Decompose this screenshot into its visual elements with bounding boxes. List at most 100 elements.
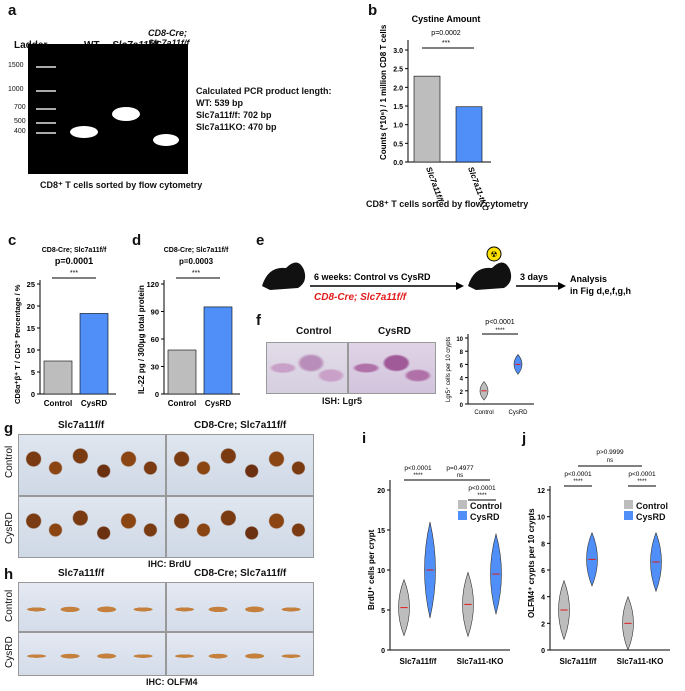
legend-label: CysRD <box>636 512 666 522</box>
y-tick-label: 1.0 <box>393 123 403 130</box>
ladder-size: 400 <box>14 128 26 135</box>
bar-slc7a11-tko <box>455 106 483 163</box>
y-ticks: 0 2 4 6 8 10 12 <box>537 488 550 655</box>
f-col-cysrd: CysRD <box>378 326 411 337</box>
y-tick-label: 1.5 <box>393 104 403 111</box>
y-tick-label: 10 <box>537 515 545 522</box>
ko-band <box>153 134 179 146</box>
chart-d: CD8-Cre; Slc7a11f/f p=0.0003 *** IL-22 p… <box>137 247 240 408</box>
ladder-band <box>36 108 56 110</box>
g-col-flox: Slc7a11f/f <box>58 420 105 431</box>
chart-d-title: CD8-Cre; Slc7a11f/f <box>164 247 229 254</box>
chart-c-stars: *** <box>70 270 78 277</box>
y-tick-label: 6 <box>460 363 464 369</box>
bar-cysrd <box>79 313 109 395</box>
legend-swatch-control <box>624 500 633 509</box>
y-tick-label: 15 <box>377 528 385 535</box>
panel-a-caption: CD8⁺ T cells sorted by flow cytometry <box>40 180 203 190</box>
gel-bands <box>36 66 179 146</box>
y-ticks: 0.0 0.5 1.0 1.5 2.0 2.5 3.0 <box>393 48 408 167</box>
y-tick-label: 4 <box>541 595 545 602</box>
ladder-size: 1500 <box>8 62 24 69</box>
y-tick-label: 2 <box>460 390 464 396</box>
lane-label-cre-2: Slc7a11f/f <box>148 38 190 48</box>
g-row-control: Control <box>4 445 15 478</box>
y-tick-label: 4 <box>460 377 464 383</box>
step1-label: 6 weeks: Control vs CysRD <box>314 272 431 282</box>
j-comp-p: p<0.0001 <box>564 471 592 478</box>
ish-cysrd-image <box>348 342 436 394</box>
legend-label: CysRD <box>470 512 500 522</box>
chart-c-pvalue: p=0.0001 <box>55 256 93 266</box>
y-tick-label: 0 <box>155 390 159 399</box>
violins <box>479 354 523 401</box>
olfm4-cre-control-image <box>166 582 314 632</box>
y-tick-label: 5 <box>31 368 35 377</box>
f-col-control: Control <box>296 326 332 337</box>
g-row-cysrd: CysRD <box>4 512 15 544</box>
j-comp-s: ns <box>607 458 613 464</box>
y-tick-label: 90 <box>151 308 159 317</box>
chart-b-ylabel: Counts (*10⁶) / 1 million CD8 T cells <box>379 24 388 160</box>
g-col-cre: CD8-Cre; Slc7a11f/f <box>194 420 287 431</box>
analysis-line1: Analysis <box>570 274 607 284</box>
chart-c-xtick: CysRD <box>81 399 107 408</box>
chart-f-pvalue: p<0.0001 <box>485 319 514 326</box>
legend-swatch-control <box>458 500 467 509</box>
panel-b-caption: CD8⁺ T cells sorted by flow cytometry <box>366 199 529 209</box>
legend-swatch-cysrd <box>624 511 633 520</box>
ladder-size: 1000 <box>8 86 24 93</box>
i-comp-s: **** <box>413 473 423 479</box>
y-tick-label: 3.0 <box>393 48 403 55</box>
panel-letter-j: j <box>522 430 527 447</box>
chart-d-xtick: CysRD <box>205 399 231 408</box>
j-comp-s: **** <box>573 479 583 485</box>
y-tick-label: 0 <box>460 403 464 409</box>
y-tick-label: 2.0 <box>393 85 403 92</box>
brdu-flox-control-image <box>18 434 166 496</box>
calc-line: Slc7a11KO: 470 bp <box>196 122 277 132</box>
y-ticks: 0 2 4 6 8 10 <box>456 337 468 409</box>
brdu-caption: IHC: BrdU <box>148 559 191 569</box>
chart-d-pvalue: p=0.0003 <box>179 257 214 266</box>
panel-letter-e: e <box>256 232 265 249</box>
y-tick-label: 12 <box>537 488 545 495</box>
i-comp-s: ns <box>457 473 463 479</box>
ladder-band <box>36 132 56 134</box>
i-comp-p: p=0.4977 <box>446 465 474 472</box>
h-row-cysrd: CysRD <box>4 636 15 668</box>
chart-i-xtick: Slc7a11-tKO <box>457 657 504 666</box>
chart-b: Cystine Amount p=0.0002 *** Counts (*10⁶… <box>379 14 491 210</box>
bar-control <box>43 360 73 395</box>
legend-swatch-cysrd <box>458 511 467 520</box>
y-ticks: 0 30 60 90 120 <box>146 280 164 399</box>
chart-b-pvalue: p=0.0002 <box>431 30 460 37</box>
j-comp-p: p<0.0001 <box>628 471 656 478</box>
h-col-cre: CD8-Cre; Slc7a11f/f <box>194 568 287 579</box>
analysis-line2: in Fig d,e,f,g,h <box>570 286 631 296</box>
chart-c: CD8-Cre; Slc7a11f/f p=0.0001 *** CD8α⁺β⁺… <box>13 247 116 408</box>
y-tick-label: 5 <box>381 608 385 615</box>
y-tick-label: 10 <box>456 337 463 343</box>
y-tick-label: 0 <box>381 648 385 655</box>
calc-title: Calculated PCR product length: <box>196 86 332 96</box>
lane-label-cre-1: CD8-Cre; <box>148 28 188 38</box>
flox-band <box>112 107 140 121</box>
panel-letter-d: d <box>132 232 142 249</box>
h-col-flox: Slc7a11f/f <box>58 568 105 579</box>
violins <box>558 531 662 651</box>
y-tick-label: 0.5 <box>393 141 403 148</box>
brdu-flox-cysrd-image <box>18 496 166 558</box>
y-tick-label: 8 <box>541 541 545 548</box>
y-tick-label: 20 <box>377 488 385 495</box>
chart-j-ylabel: OLFM4⁺ crypts per 10 crypts <box>527 508 536 618</box>
radiation-symbol-icon: ☢ <box>490 250 497 259</box>
panel-letter-f: f <box>256 312 261 329</box>
y-tick-label: 30 <box>151 363 159 372</box>
chart-f: p<0.0001 **** Lgr5⁺ cells per 10 crypts … <box>445 319 534 416</box>
bar-control <box>167 349 197 395</box>
chart-b-title: Cystine Amount <box>412 14 481 24</box>
y-tick-label: 15 <box>27 324 35 333</box>
j-comp-s: **** <box>637 479 647 485</box>
y-tick-label: 20 <box>27 302 35 311</box>
